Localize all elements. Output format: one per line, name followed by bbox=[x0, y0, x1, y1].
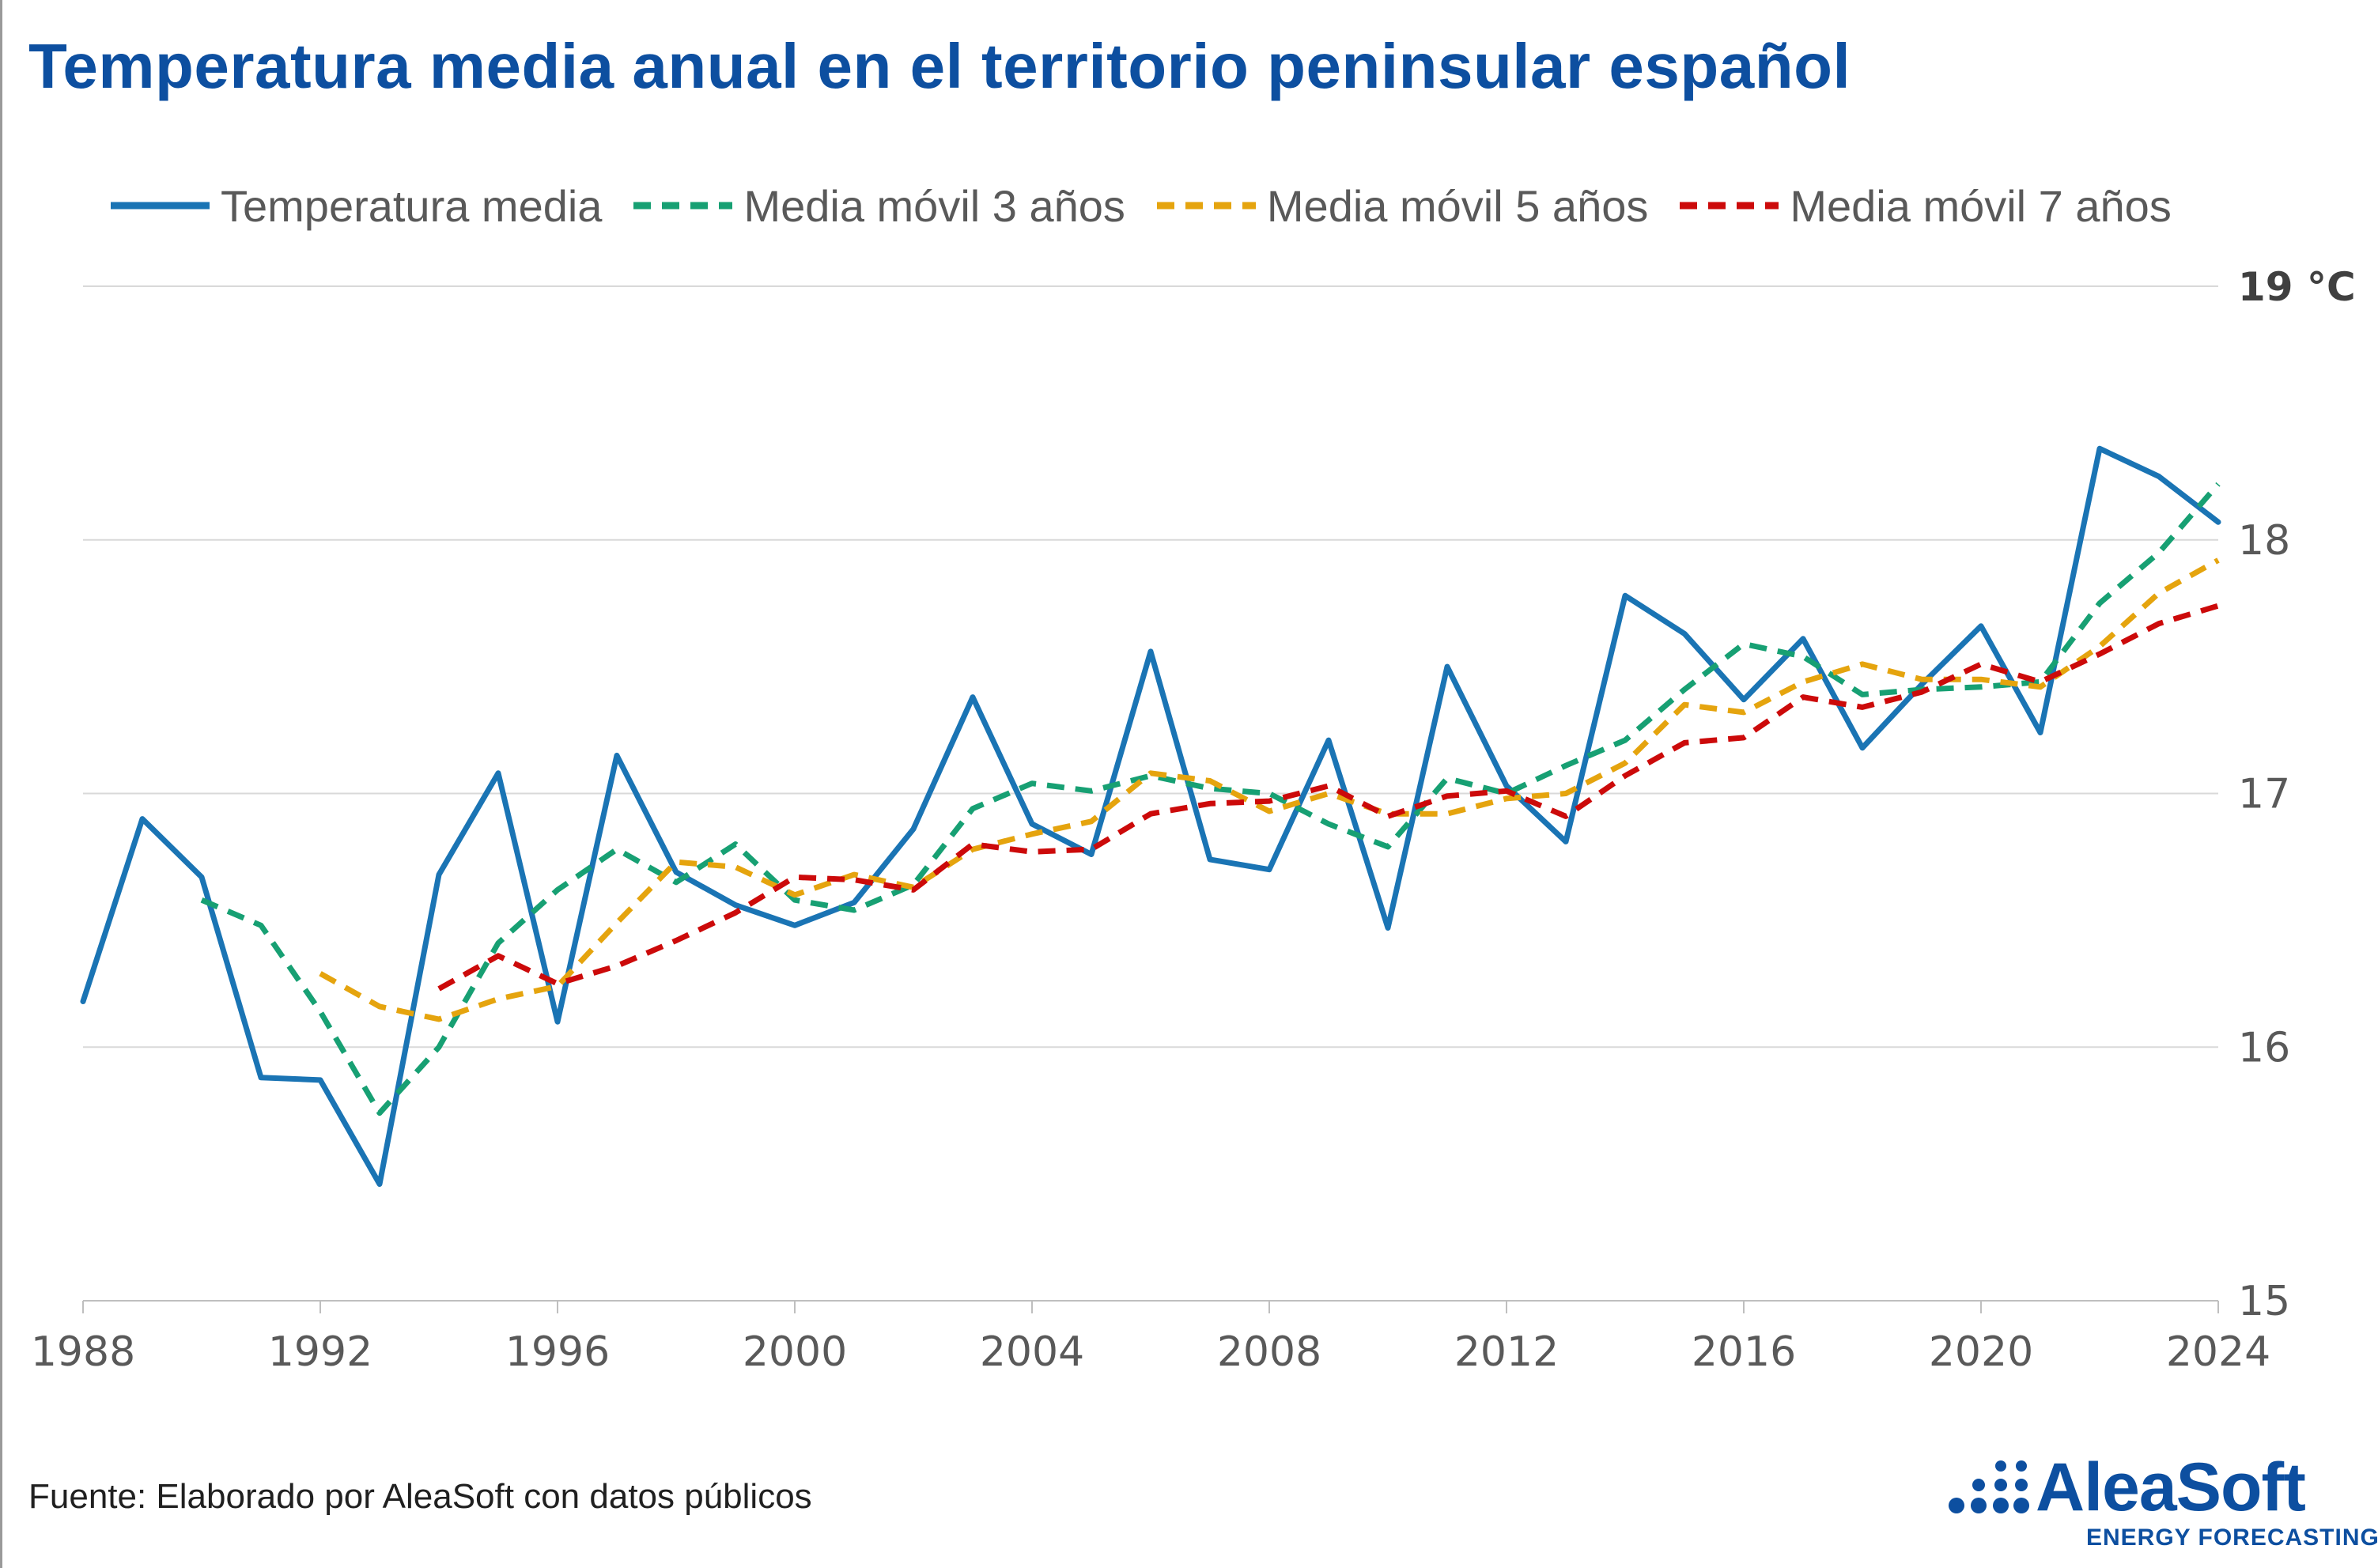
chart-title: Temperatura media anual en el territorio… bbox=[28, 31, 1851, 101]
aleasoft-logo: AleaSoft ENERGY FORECASTING bbox=[1947, 1449, 2378, 1551]
x-tick-label-2020: 2020 bbox=[1929, 1328, 2033, 1376]
legend-label: Media móvil 7 años bbox=[1790, 180, 2172, 231]
legend: Temperatura media Media móvil 3 años Med… bbox=[111, 174, 2203, 237]
axes bbox=[82, 1300, 2219, 1313]
x-tick-label-2004: 2004 bbox=[980, 1328, 1084, 1376]
legend-swatch-dashed-green bbox=[633, 202, 733, 210]
legend-swatch-dashed-red bbox=[1680, 202, 1779, 210]
legend-item-temperatura-media: Temperatura media bbox=[111, 180, 602, 232]
left-border bbox=[0, 0, 2, 1568]
logo-tagline: ENERGY FORECASTING bbox=[2086, 1525, 2378, 1551]
x-tick-label-2000: 2000 bbox=[743, 1328, 847, 1376]
y-tick-label-16: 16 bbox=[2238, 1024, 2290, 1071]
legend-label: Media móvil 3 años bbox=[743, 180, 1125, 231]
logo-wordmark: AleaSoft bbox=[2036, 1449, 2306, 1525]
source-note: Fuente: Elaborado por AleaSoft con datos… bbox=[28, 1477, 812, 1516]
logo-dots-icon bbox=[1949, 1460, 2029, 1513]
legend-swatch-solid bbox=[111, 202, 210, 210]
series-lines bbox=[80, 445, 2221, 1187]
y-tick-label-15: 15 bbox=[2238, 1278, 2290, 1325]
y-tick-label-19: 19 °C bbox=[2238, 264, 2356, 310]
x-tick-label-1996: 1996 bbox=[505, 1328, 610, 1376]
series-line-media-movil-7 bbox=[437, 603, 2220, 992]
gridlines bbox=[83, 285, 2218, 1048]
y-tick-label-18: 18 bbox=[2238, 517, 2290, 565]
legend-swatch-dashed-orange bbox=[1156, 202, 1256, 210]
legend-label: Temperatura media bbox=[221, 180, 603, 231]
series-line-temperatura-media bbox=[80, 445, 2221, 1187]
x-tick-label-2012: 2012 bbox=[1454, 1328, 1559, 1376]
y-tick-label-17: 17 bbox=[2238, 771, 2290, 818]
legend-label: Media móvil 5 años bbox=[1266, 180, 1649, 231]
series-line-media-movil-3 bbox=[200, 482, 2221, 1116]
legend-item-media-movil-5: Media móvil 5 años bbox=[1156, 180, 1649, 232]
x-tick-label-1988: 1988 bbox=[31, 1328, 135, 1376]
tick-labels: 15 16 17 18 19 °C 1988 1992 1996 2000 2004 2008 201… bbox=[31, 264, 2356, 1376]
x-tick-label-2016: 2016 bbox=[1692, 1328, 1796, 1376]
legend-item-media-movil-7: Media móvil 7 años bbox=[1680, 180, 2172, 232]
legend-item-media-movil-3: Media móvil 3 años bbox=[633, 180, 1125, 232]
x-tick-label-2008: 2008 bbox=[1217, 1328, 1321, 1376]
x-tick-label-1992: 1992 bbox=[268, 1328, 372, 1376]
x-tick-label-2024: 2024 bbox=[2166, 1328, 2270, 1376]
series-line-media-movil-5 bbox=[319, 557, 2220, 1022]
